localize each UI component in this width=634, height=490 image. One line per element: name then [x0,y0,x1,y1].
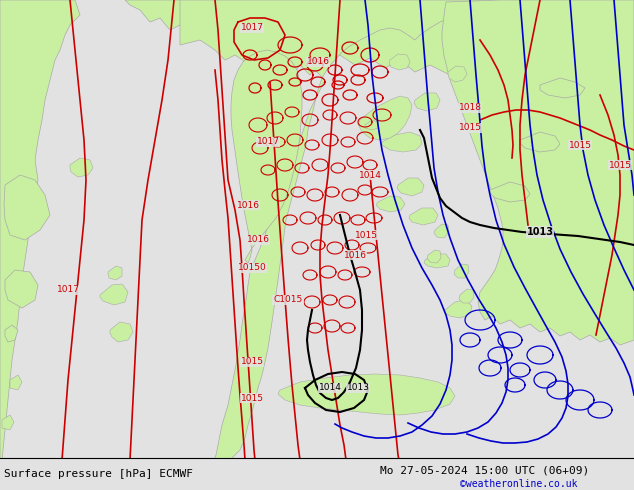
Text: C1015: C1015 [273,295,302,304]
Polygon shape [427,250,441,263]
Text: 1016: 1016 [236,200,259,210]
Polygon shape [434,224,449,238]
Polygon shape [442,0,634,345]
Polygon shape [409,208,438,225]
Text: 1014: 1014 [318,384,342,392]
Text: 1015: 1015 [569,141,592,149]
Text: 1015: 1015 [240,358,264,367]
Polygon shape [278,374,455,415]
Text: 1016: 1016 [344,250,366,260]
Text: 1017: 1017 [56,286,79,294]
Polygon shape [125,0,634,85]
Text: ©weatheronline.co.uk: ©weatheronline.co.uk [460,479,578,489]
Text: Surface pressure [hPa] ECMWF: Surface pressure [hPa] ECMWF [4,469,193,479]
Polygon shape [520,132,560,152]
Polygon shape [389,54,410,70]
Text: 1018: 1018 [458,103,481,113]
Text: 1013: 1013 [347,384,370,392]
Polygon shape [444,300,472,318]
Text: 1014: 1014 [359,171,382,179]
Polygon shape [5,270,38,308]
Text: 1015: 1015 [458,123,481,132]
Polygon shape [180,0,490,460]
Text: 10150: 10150 [238,264,266,272]
Polygon shape [365,120,378,130]
Polygon shape [108,266,122,280]
Polygon shape [2,415,14,430]
Text: 1013: 1013 [526,227,553,237]
Polygon shape [414,93,440,111]
Polygon shape [490,182,530,202]
Polygon shape [382,132,422,152]
Polygon shape [10,375,22,390]
Polygon shape [231,50,302,263]
Text: Mo 27-05-2024 15:00 UTC (06+09): Mo 27-05-2024 15:00 UTC (06+09) [380,465,589,475]
Polygon shape [70,158,93,177]
Text: 1015: 1015 [354,230,377,240]
Polygon shape [540,78,585,98]
Text: 1015: 1015 [609,161,631,170]
Polygon shape [0,0,80,460]
Polygon shape [448,66,467,82]
Text: 1016: 1016 [306,57,330,67]
Text: 1016: 1016 [247,236,269,245]
Polygon shape [424,254,450,268]
Text: 1017: 1017 [257,138,280,147]
Text: 1017: 1017 [240,24,264,32]
Polygon shape [100,284,128,305]
Polygon shape [4,175,50,240]
Polygon shape [376,196,405,212]
Polygon shape [454,264,469,278]
Polygon shape [358,96,412,140]
Polygon shape [5,325,18,342]
Polygon shape [110,322,133,342]
Text: 1015: 1015 [240,393,264,402]
Polygon shape [397,178,424,196]
Bar [0,458,634,490]
Polygon shape [459,289,474,303]
